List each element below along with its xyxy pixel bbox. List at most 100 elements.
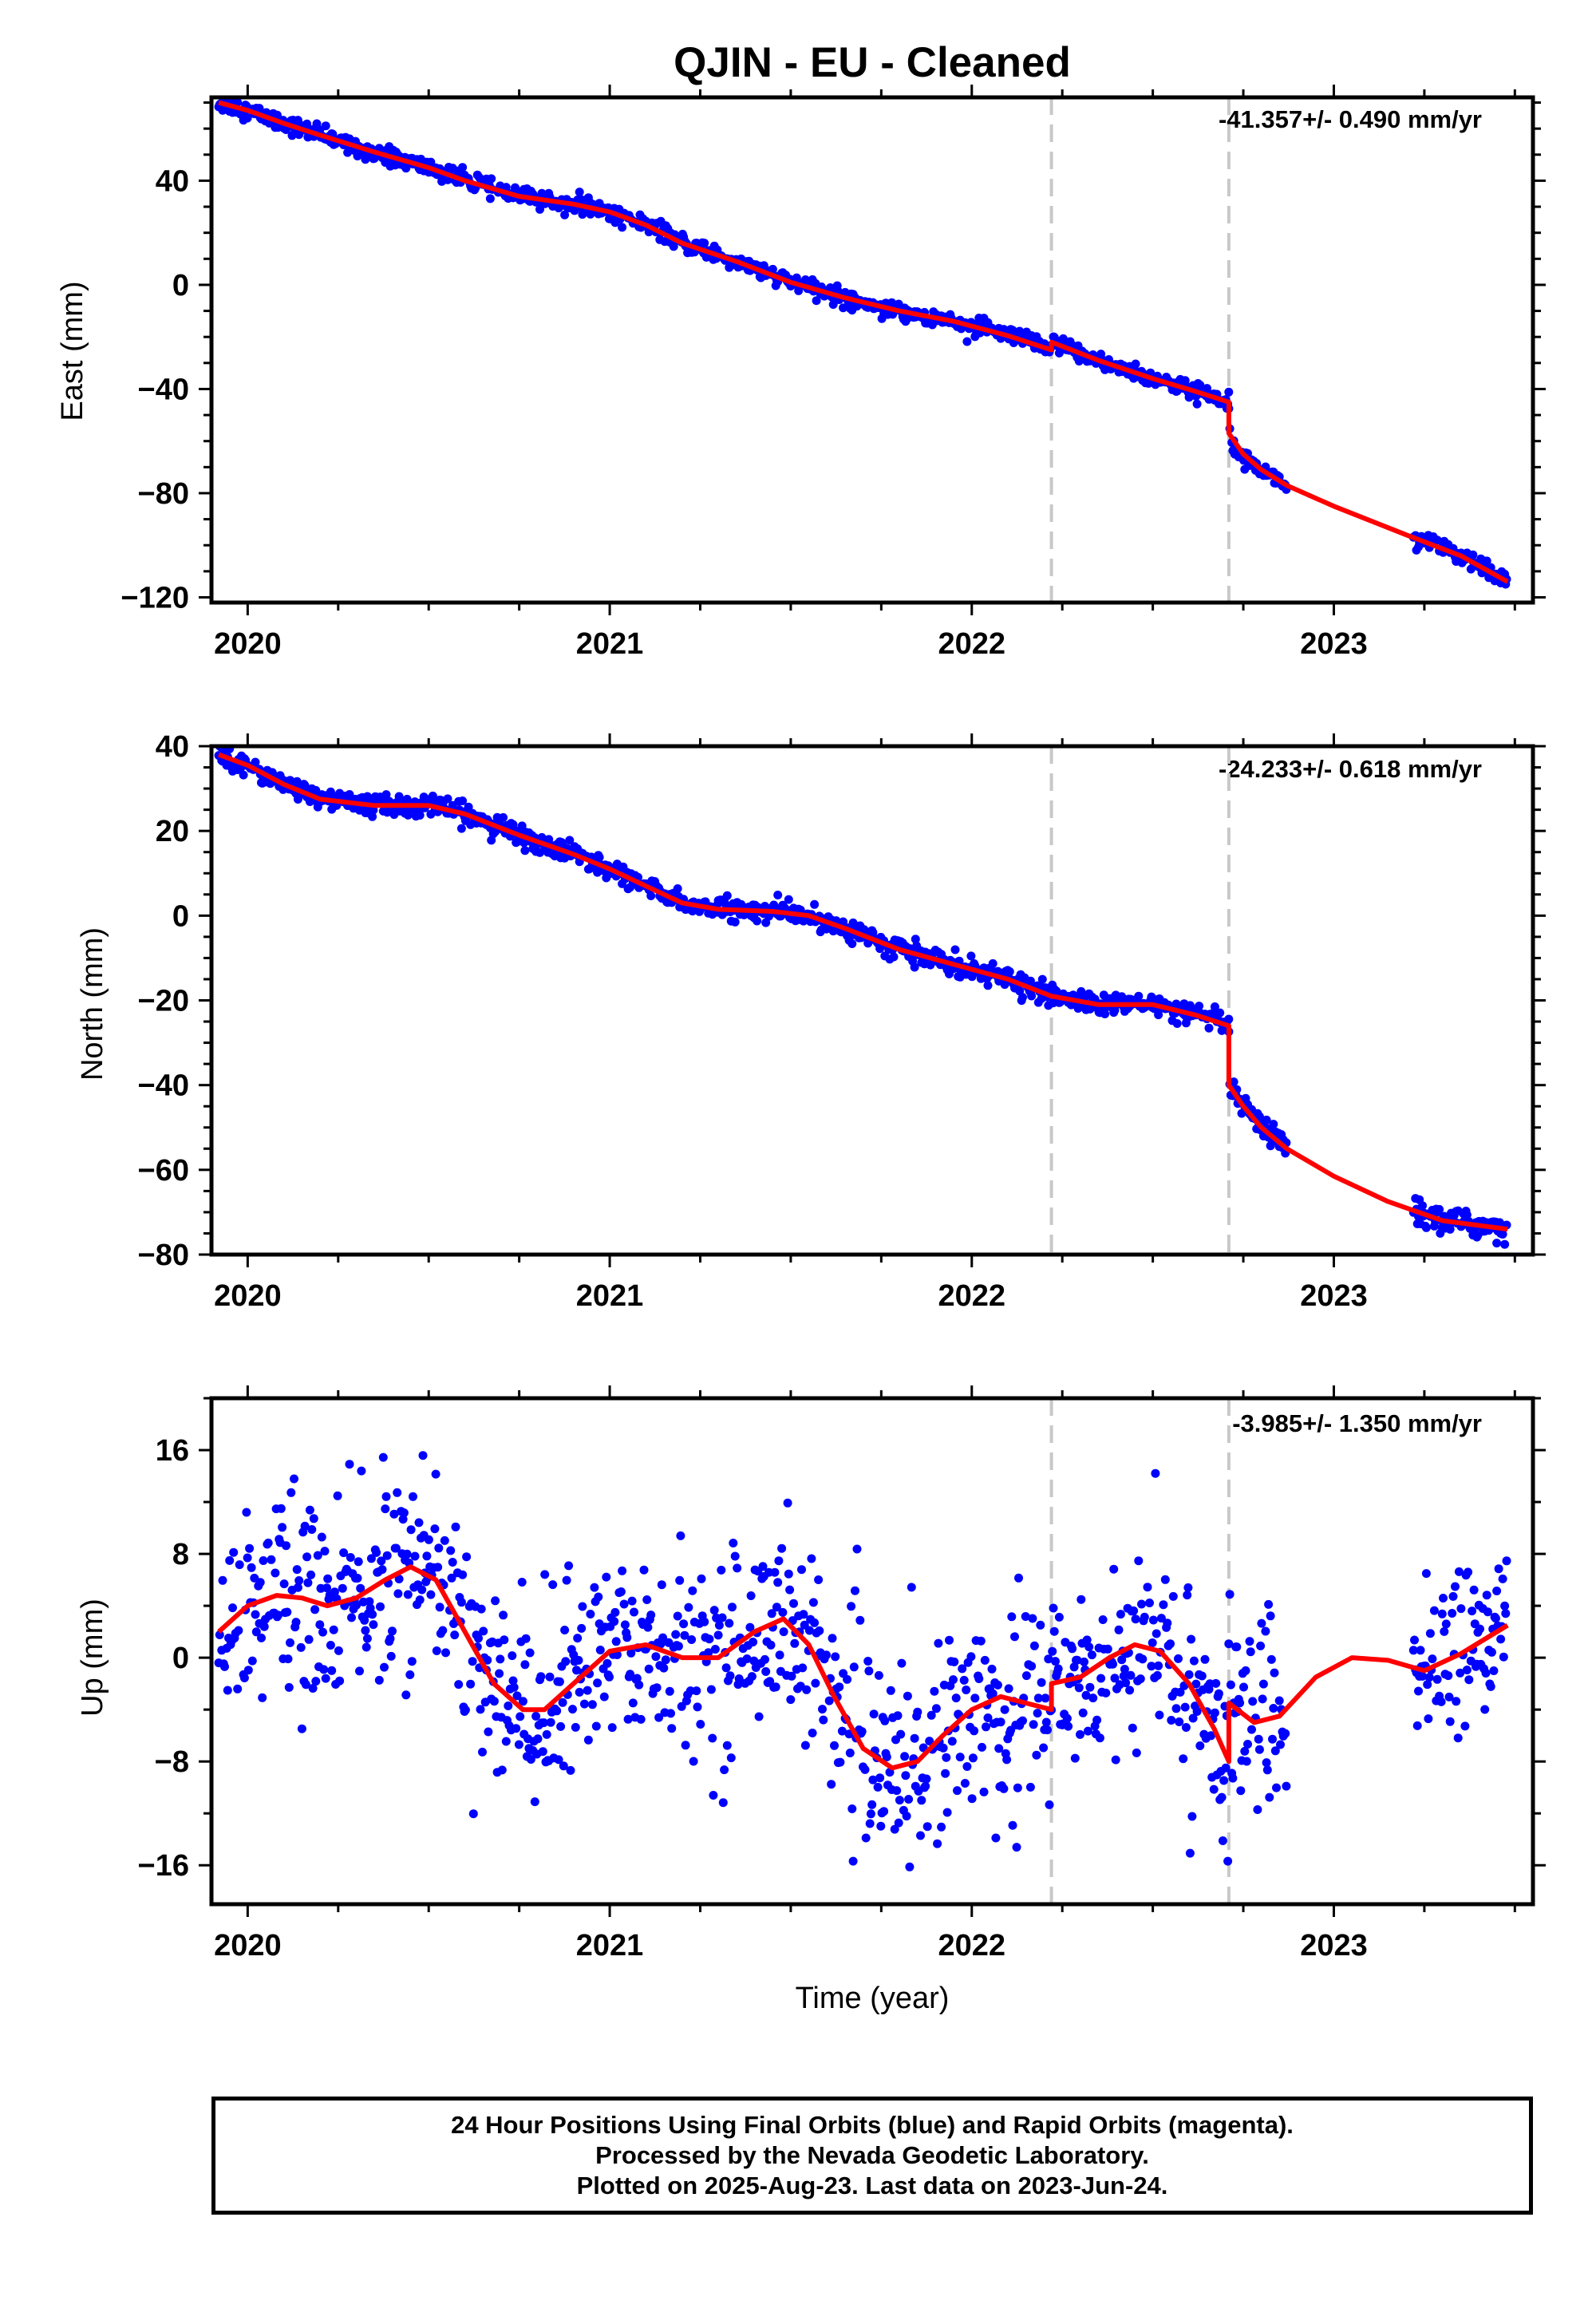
data-point [1262,1115,1271,1124]
data-point [815,1626,824,1635]
data-point [1188,1713,1198,1723]
data-point [497,1765,507,1775]
data-point [361,1626,370,1635]
data-point [1010,1632,1019,1642]
data-point [1270,1746,1280,1756]
data-point [962,337,972,346]
data-point [1036,1620,1045,1630]
data-point [1261,1626,1270,1636]
data-point [1129,1606,1139,1615]
data-point [1180,1702,1190,1712]
data-point [879,1807,889,1816]
data-point [848,1856,858,1866]
data-point [873,1782,883,1792]
data-point [1005,967,1014,976]
data-point [1268,1734,1277,1744]
data-point [1421,1223,1431,1232]
data-point [892,1786,902,1796]
data-point [808,1598,818,1607]
data-point [1183,1591,1192,1600]
data-point [554,1755,563,1765]
data-point [950,945,960,954]
data-point [302,119,312,128]
data-point [988,1689,998,1698]
data-point [1500,1601,1510,1611]
data-point [1062,1713,1072,1723]
data-point [556,1721,566,1731]
data-point [362,792,372,801]
footer-line-orbits: 24 Hour Positions Using Final Orbits (bl… [451,2111,1294,2139]
data-point [599,1692,609,1701]
data-point [296,1642,306,1652]
data-point [1045,1800,1054,1809]
data-point [942,1753,951,1762]
data-point [1051,1657,1060,1666]
data-point [559,1761,568,1771]
data-point [784,895,793,904]
data-point [675,1575,685,1585]
data-point [1265,1792,1274,1802]
data-point [1103,1644,1112,1654]
data-point [496,1654,505,1664]
data-point [831,1652,840,1662]
data-point [305,1505,314,1515]
data-point [381,1492,391,1501]
data-point [352,1600,361,1610]
data-point [677,1701,686,1711]
data-point [258,1693,267,1702]
data-point [300,781,310,790]
data-point [857,1727,867,1737]
data-point [1211,1678,1221,1688]
data-point [1254,1734,1263,1744]
data-point [926,1710,936,1720]
data-point [1221,1763,1231,1773]
data-point [618,1566,627,1575]
data-point [671,1630,681,1639]
data-point [634,1680,644,1690]
data-point [1418,1201,1427,1211]
data-point [628,1698,638,1708]
data-point [1454,1567,1464,1576]
data-point [1054,1612,1064,1622]
data-point [1048,1646,1057,1656]
data-point [552,1706,562,1716]
data-point [922,1774,931,1784]
data-point [880,1716,890,1725]
data-point [1148,1638,1157,1647]
data-point [843,1674,852,1684]
data-point [783,1498,792,1508]
data-point [808,1729,817,1737]
data-point [886,1686,895,1695]
north-xtick-label: 2021 [576,1279,644,1313]
east-xtick-label: 2021 [576,627,644,661]
data-point [1269,1704,1278,1713]
data-point [897,1658,907,1668]
data-point [1037,1678,1046,1687]
data-point [1410,1635,1419,1645]
data-point [747,1672,757,1682]
data-point [804,1626,814,1635]
data-point [290,1474,298,1484]
data-point [1147,1662,1156,1671]
data-point [1423,1680,1432,1690]
data-point [721,1663,731,1673]
data-point [602,1572,611,1582]
data-point [388,1626,397,1636]
data-point [1004,1684,1013,1694]
data-point [758,1562,768,1571]
data-point [1226,1680,1235,1690]
data-point [1448,1609,1457,1618]
data-point [389,1509,399,1519]
data-point [517,1578,527,1587]
data-point [346,1553,355,1562]
data-point [1416,1646,1425,1655]
data-point [257,1633,266,1642]
north-ytick-label: 0 [172,899,189,933]
data-point [1414,1686,1423,1696]
data-point [1140,1612,1149,1622]
data-point [409,1492,417,1501]
data-point [271,1568,280,1578]
data-point [243,1666,253,1675]
data-point [433,1563,443,1572]
data-point [434,1543,444,1553]
